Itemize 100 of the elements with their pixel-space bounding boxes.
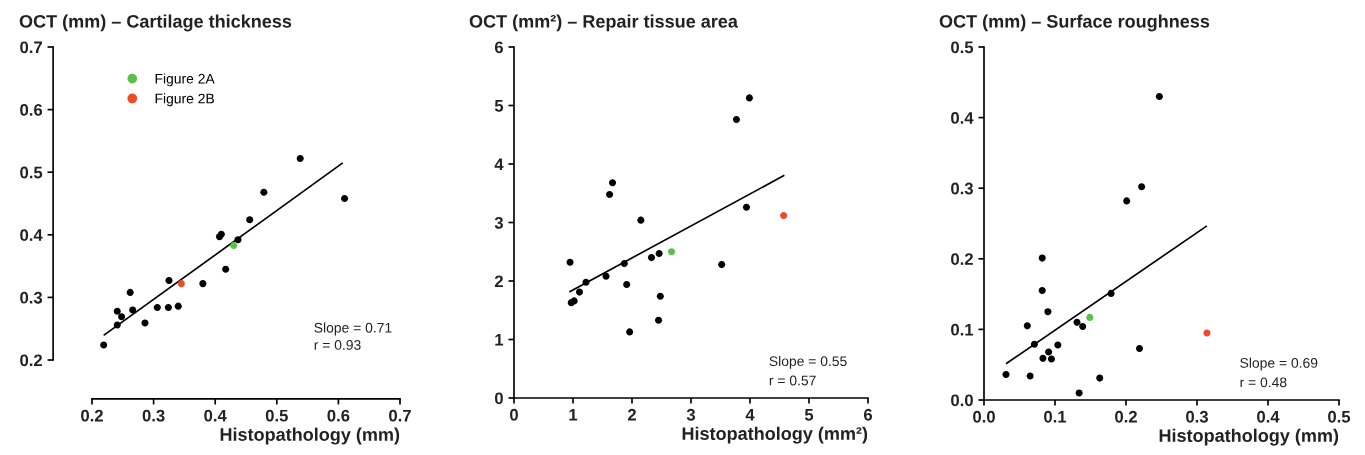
point <box>655 316 663 324</box>
point <box>260 188 268 196</box>
point <box>126 288 134 296</box>
point <box>1096 374 1104 382</box>
y-tick-label: 0.6 <box>20 104 43 116</box>
y-tick-label: 5 <box>494 100 504 112</box>
point <box>637 216 645 224</box>
x-tick-label: 0.0 <box>973 410 995 423</box>
point <box>1030 340 1038 348</box>
point <box>1054 341 1062 349</box>
y-tick-label: 0.4 <box>951 112 974 124</box>
x-tick-label: 3 <box>686 408 696 421</box>
y-tick-label: 0.4 <box>20 229 43 241</box>
point <box>1075 389 1083 397</box>
y-tick-label: 3 <box>494 216 503 229</box>
x-tick-label: 5 <box>804 409 814 421</box>
y-tick-label: 0.7 <box>20 41 42 54</box>
point <box>222 265 230 273</box>
point <box>655 249 663 258</box>
x-tick-label: 0.2 <box>81 409 103 422</box>
point <box>1107 289 1115 297</box>
point <box>1079 323 1087 331</box>
y-tick-label: 0.2 <box>951 253 973 265</box>
point <box>296 154 304 162</box>
point <box>234 236 242 244</box>
x-tick-label: 0.3 <box>1186 410 1208 423</box>
x-tick-label: 0.5 <box>1328 410 1351 423</box>
x-tick-label: 2 <box>627 408 636 421</box>
point <box>575 288 584 296</box>
point <box>1023 322 1031 330</box>
y-tick-label: 1 <box>495 334 504 346</box>
point <box>582 278 590 286</box>
x-tick-label: 0.4 <box>204 409 227 422</box>
y-tick-label: 0.5 <box>951 41 974 54</box>
point <box>620 259 628 267</box>
point <box>113 321 121 329</box>
x-tick-label: 0 <box>510 408 518 421</box>
x-tick-label: 0.5 <box>265 409 288 422</box>
point <box>153 303 161 311</box>
point <box>118 313 126 321</box>
annotation: r = 0.48 <box>1240 377 1287 388</box>
x-tick-label: 0.4 <box>1257 410 1280 423</box>
point <box>608 179 617 187</box>
y-tick-label: 0.3 <box>20 291 43 304</box>
point <box>165 276 173 285</box>
x-tick-label: 0.7 <box>389 409 411 422</box>
annotation: Slope = 0.55 <box>769 355 847 369</box>
y-tick-label: 0 <box>494 392 503 405</box>
point <box>174 302 182 310</box>
y-tick-label: 4 <box>494 158 504 171</box>
annotation: Slope = 0.69 <box>1240 357 1318 371</box>
point <box>177 280 185 288</box>
point <box>1026 372 1034 380</box>
point <box>164 303 172 311</box>
point <box>113 307 121 315</box>
legend-label: Figure 2A <box>155 73 215 87</box>
point <box>780 211 788 220</box>
point <box>667 248 676 256</box>
x-axis-title: Histopathology (mm²) <box>682 426 868 444</box>
point <box>1002 371 1010 379</box>
point <box>246 216 254 224</box>
y-tick-label: 0.5 <box>20 166 43 179</box>
point <box>745 94 753 102</box>
point <box>606 190 614 198</box>
annotation: r = 0.93 <box>314 340 361 350</box>
point <box>129 306 137 314</box>
point <box>1123 197 1131 205</box>
point <box>1045 348 1053 356</box>
y-tick-label: 0.2 <box>20 354 43 367</box>
chart-title: OCT (mm²) – Repair tissue area <box>469 14 739 32</box>
x-tick-label: 6 <box>863 408 873 421</box>
y-tick-label: 2 <box>494 275 503 288</box>
y-tick-label: 0.0 <box>951 394 973 407</box>
y-tick-label: 0.3 <box>951 182 973 195</box>
point <box>100 341 108 349</box>
point <box>742 203 750 211</box>
annotation: Slope = 0.71 <box>314 322 392 336</box>
point <box>1038 287 1046 295</box>
x-tick-label: 0.6 <box>327 409 350 422</box>
point <box>1135 344 1144 352</box>
chart-title: OCT (mm) – Cartilage thickness <box>19 14 292 32</box>
x-tick-label: 0.3 <box>142 409 165 422</box>
point <box>566 258 574 266</box>
x-tick-label: 4 <box>745 409 755 421</box>
point <box>1203 329 1211 337</box>
point <box>1086 313 1094 321</box>
annotation: r = 0.57 <box>769 375 816 386</box>
point <box>623 280 631 289</box>
point <box>718 261 726 269</box>
point <box>647 254 656 262</box>
y-tick-label: 0.1 <box>951 323 974 336</box>
point <box>656 292 664 300</box>
point <box>230 241 238 249</box>
point <box>1155 92 1163 100</box>
point <box>341 194 349 203</box>
point <box>1038 254 1046 262</box>
point <box>1047 355 1055 363</box>
point <box>199 280 207 288</box>
point <box>1073 318 1081 326</box>
x-tick-label: 0.2 <box>1115 410 1137 423</box>
